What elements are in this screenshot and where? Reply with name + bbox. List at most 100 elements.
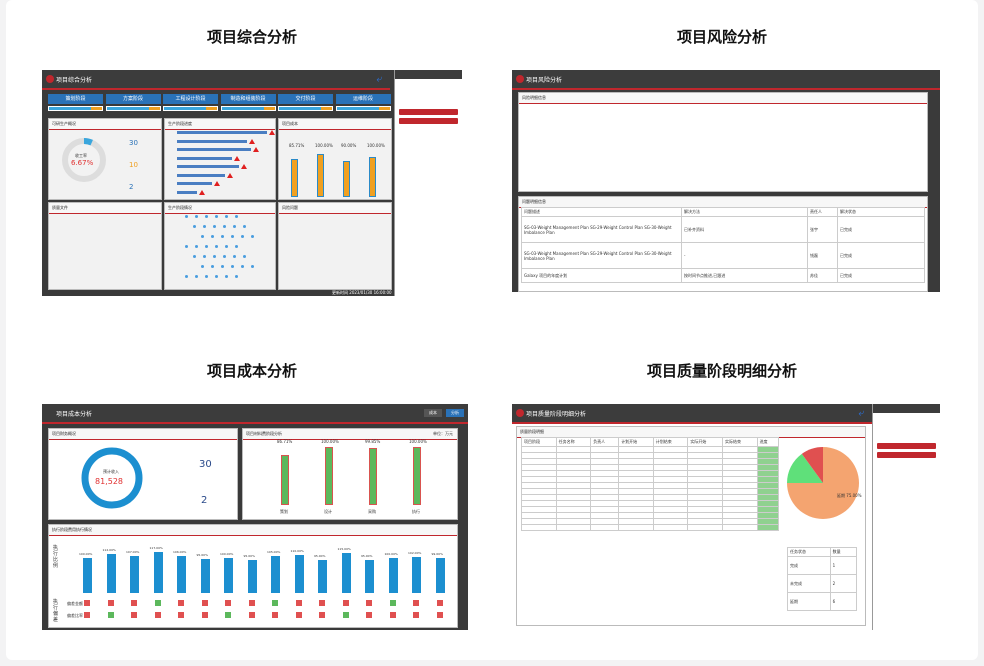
table-row[interactable] <box>521 470 780 477</box>
phase-progress-fill <box>378 107 390 110</box>
panel-risk-detail: 风险明细信息 <box>518 92 928 192</box>
cost-app-title: 项目成本分析 <box>56 410 93 418</box>
quality-titlebar: 项目质量阶段明细分析 ⤶ <box>512 404 872 424</box>
tab-analysis[interactable]: 分析 <box>446 409 464 417</box>
progress-bar <box>177 148 251 151</box>
cost-titlebar: 项目成本分析 成本 分析 <box>42 404 468 424</box>
donut-label: 收工率 <box>75 153 87 158</box>
exec-bar-label: 100.00% <box>384 552 398 556</box>
panel-production: 可研生产概况 收工率 6.67% 30 10 2 <box>48 118 162 200</box>
phase-progress <box>48 106 103 111</box>
timeline-dot <box>235 275 238 278</box>
phase-progress-fill <box>148 107 160 110</box>
table-row[interactable]: 延期 6 <box>787 592 858 611</box>
exec-bar <box>388 558 398 593</box>
warning-icon <box>199 189 205 195</box>
panel-stage-status: 生产阶段情况 <box>164 202 276 290</box>
progress-bar <box>177 156 232 160</box>
phase-tab[interactable]: 运维阶段 <box>335 94 391 104</box>
timeline-dot <box>203 255 206 258</box>
deviation-amount <box>366 600 372 606</box>
warning-icon <box>227 172 233 178</box>
progress-bar <box>177 165 239 168</box>
timeline-dot <box>211 235 214 238</box>
material-category: 采购 <box>368 509 376 514</box>
phase-tab[interactable]: 交付阶段 <box>278 94 333 104</box>
exec-bar-label: 106.00% <box>173 549 187 554</box>
table-cell <box>618 524 654 531</box>
exec-bar <box>200 559 210 593</box>
timeline-dot <box>205 245 208 248</box>
phase-tab[interactable]: 工程设计阶段 <box>163 94 218 104</box>
table-row[interactable]: SG-03-Weight Management Plan SG-29-Weigh… <box>521 216 925 243</box>
screenshot-quality[interactable]: 项目质量阶段明细分析 ⤶ 质量阶段明细 项目阶段 任务名称 负责人 计划开始 计划结束实… <box>512 404 940 630</box>
timeline-dot <box>243 255 246 258</box>
deviation-ratio <box>84 612 90 618</box>
deviation-amount <box>225 600 231 606</box>
phase-tab[interactable]: 制造和组装阶段 <box>220 94 276 104</box>
exec-bar-label: 107.00% <box>126 549 140 554</box>
deviation-amount <box>436 600 443 606</box>
table-row[interactable]: 未完成 2 <box>787 574 858 593</box>
back-arrow-icon[interactable]: ⤶ <box>376 74 382 85</box>
screenshot-risk[interactable]: 项目风险分析 风险明细信息 问题明细信息 问题描述 解决方法 责任人 解决状态 … <box>512 70 940 292</box>
phase-progress <box>220 106 276 111</box>
cost-label: 100.00% <box>315 143 333 148</box>
side-button-reset[interactable] <box>877 452 936 458</box>
side-button-confirm[interactable] <box>399 109 458 115</box>
timeline-dot <box>223 255 226 258</box>
overview-side-panel <box>394 70 462 296</box>
exec-bar-label: 112.00% <box>102 547 116 552</box>
timeline-dot <box>205 215 208 218</box>
material-bar <box>281 454 289 505</box>
logo-icon <box>516 409 524 417</box>
warning-icon <box>234 155 240 161</box>
pie-slice <box>787 453 823 483</box>
exec-bar-label: 100.00% <box>79 552 93 556</box>
deviation-ratio <box>295 612 302 618</box>
deviation-amount <box>131 600 137 606</box>
overview-app-title: 项目综合分析 <box>56 76 93 84</box>
table-row[interactable]: SG-03-Weight Management Plan SG-29-Weigh… <box>521 242 925 269</box>
timeline-dot <box>193 225 196 228</box>
material-bar-label: 86.71% <box>277 439 293 444</box>
deviation-ratio <box>178 612 184 618</box>
timeline-dot <box>195 215 198 218</box>
material-bar <box>325 447 333 505</box>
screenshot-cost[interactable]: 项目成本分析 成本 分析 项目财务概况 预计收入 81,528 30 2 项目材… <box>42 404 468 630</box>
table-row[interactable]: Galaxy 项目的年度计划 按时间节点推进,已跟进 苏佳 已完成 <box>521 268 925 283</box>
table-row[interactable]: 完成 1 <box>787 556 858 575</box>
back-arrow-icon[interactable]: ⤶ <box>858 408 864 419</box>
timeline-dot <box>211 265 214 268</box>
timeline-dot <box>203 225 206 228</box>
deviation-ratio <box>248 612 255 618</box>
table-row[interactable] <box>521 518 780 525</box>
overview-titlebar: 项目综合分析 ⤶ <box>42 70 390 90</box>
table-header-cell: 进度 <box>756 437 780 447</box>
phase-tab[interactable]: 方案阶段 <box>105 94 161 104</box>
phase-tab[interactable]: 策划阶段 <box>48 94 103 104</box>
timeline-dot <box>185 275 188 278</box>
material-bar-label: 100.00% <box>321 439 339 444</box>
cost-bar <box>343 161 350 197</box>
timeline-dot <box>241 235 244 238</box>
deviation-ratio <box>389 612 396 618</box>
warning-icon <box>253 147 259 152</box>
tab-cost[interactable]: 成本 <box>424 409 442 417</box>
table-cell <box>652 524 689 531</box>
timeline-dot <box>235 215 238 218</box>
exec-bar-label: 105.00% <box>267 550 281 555</box>
side-button-reset[interactable] <box>399 118 458 124</box>
timeline-dot <box>243 225 246 228</box>
table-row[interactable] <box>521 524 780 531</box>
risk-app-title: 项目风险分析 <box>526 76 563 84</box>
card-title-1: 项目综合分析 <box>206 28 297 46</box>
exec-bottom-label: 执行偏差 <box>53 599 59 623</box>
side-button-confirm[interactable] <box>877 443 936 449</box>
screenshot-overview[interactable]: 项目综合分析 ⤶ 可研生产概况 收工率 6.67% 30 10 2 生产阶段进度… <box>42 70 462 296</box>
table-cell <box>687 524 723 531</box>
warning-icon <box>249 138 255 144</box>
quality-app-title: 项目质量阶段明细分析 <box>526 410 587 418</box>
cost-bar <box>291 158 298 197</box>
material-bar <box>413 447 421 505</box>
